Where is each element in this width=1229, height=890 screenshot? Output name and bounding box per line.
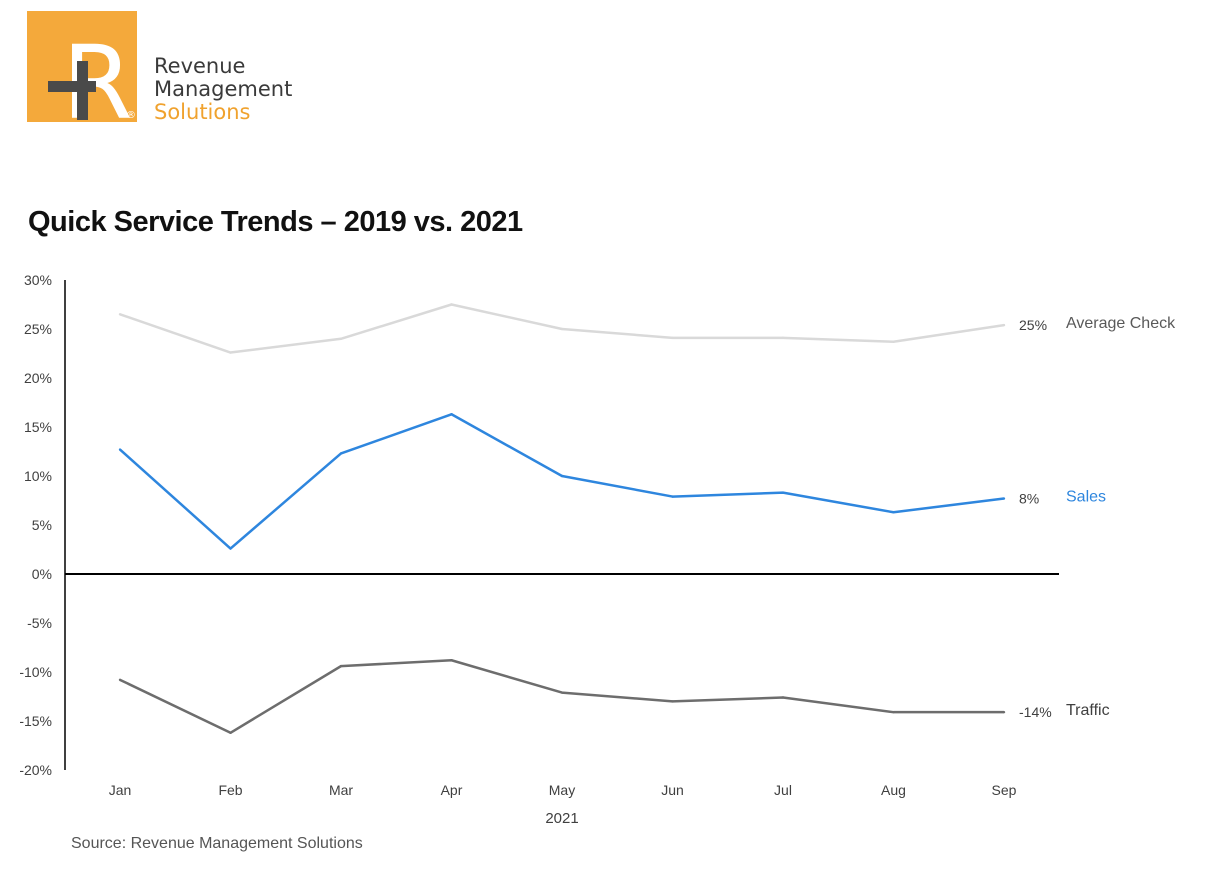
data-point-traffic [450,659,453,662]
data-point-traffic [560,691,564,694]
x-axis-label: 2021 [545,810,578,827]
data-point-sales [781,491,785,494]
logo-plus-horizontal [48,81,96,92]
y-tick-labels: -20% -15% -10% -5% 0% 5% 10% 15% 20% 25% 30% [19,272,52,778]
brand-line-3: Solutions [154,100,251,124]
brand-logo: R ® [27,11,137,143]
data-point-sales [671,495,674,498]
y-tick-label: -20% [19,762,52,778]
x-tick-label: Mar [329,782,353,798]
x-tick-label: Feb [218,782,242,798]
data-point-average-check [450,303,453,306]
series-name-label-average-check: Average Check [1066,315,1176,332]
x-tick-label: Aug [881,782,906,798]
y-tick-label: 20% [24,370,52,386]
data-point-average-check [1002,323,1006,327]
data-point-sales [450,413,453,416]
data-point-average-check [560,327,564,331]
data-point-sales [118,448,122,451]
logo-mark-icon: R ® [27,11,137,143]
data-point-sales [1002,497,1006,500]
series-name-label-sales: Sales [1066,489,1106,506]
series-line-sales [119,413,1005,550]
data-point-sales [560,474,564,478]
data-point-traffic [892,710,895,714]
x-tick-label: May [549,782,575,798]
data-point-sales [892,511,895,514]
data-point-average-check [892,340,895,343]
y-tick-label: 25% [24,321,52,337]
data-point-traffic [671,700,674,703]
y-tick-label: 15% [24,419,52,435]
x-tick-label: Jun [661,782,684,798]
series-lines: 25% Average Check 8% Sales -14% Traffic [118,303,1176,735]
x-tick-label: Jan [109,782,132,798]
chart-title: Quick Service Trends – 2019 vs. 2021 [28,206,523,238]
x-tick-label: Apr [441,782,463,798]
y-tick-label: -10% [19,664,52,680]
data-point-average-check [339,337,343,340]
data-point-traffic [1002,710,1006,714]
end-value-label-sales: 8% [1019,491,1039,507]
source-note: Source: Revenue Management Solutions [71,835,363,852]
y-tick-label: 30% [24,272,52,288]
x-tick-label: Jul [774,782,792,798]
x-tick-label: Sep [992,782,1017,798]
y-tick-label: 0% [32,566,52,582]
brand-wordmark: Revenue Management Solutions [154,55,292,124]
data-point-average-check [118,313,122,316]
series-line-traffic [119,658,1004,735]
data-point-average-check [671,336,674,340]
data-point-traffic [339,664,343,668]
end-value-label-traffic: -14% [1019,704,1052,720]
logo-registered-mark: ® [126,110,136,121]
data-point-sales [339,452,343,455]
data-point-sales [229,547,232,550]
data-point-traffic [229,731,232,734]
y-tick-label: -5% [27,615,52,631]
y-tick-label: 10% [24,468,52,484]
brand-line-2: Management [154,77,293,101]
data-point-average-check [229,351,232,354]
y-tick-label: 5% [32,517,52,533]
y-tick-label: -15% [19,713,52,729]
end-value-label-average-check: 25% [1019,317,1047,333]
brand-line-1: Revenue [154,54,246,78]
data-point-average-check [781,336,785,340]
logo-plus-vertical [77,61,88,120]
data-point-traffic [781,696,785,699]
series-name-label-traffic: Traffic [1066,702,1110,719]
data-point-traffic [118,678,122,682]
x-tick-labels: Jan Feb Mar Apr May Jun Jul Aug Sep [109,782,1017,798]
